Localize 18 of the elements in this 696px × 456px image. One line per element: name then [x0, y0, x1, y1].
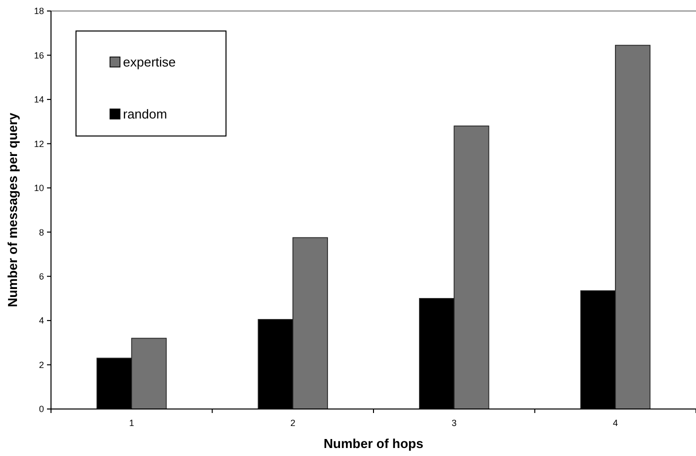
y-tick-label: 16 — [34, 50, 44, 60]
x-axis-title: Number of hops — [324, 436, 424, 451]
y-tick-label: 6 — [38, 271, 44, 282]
legend-label: random — [123, 106, 168, 122]
y-tick-label: 0 — [38, 404, 44, 414]
x-tick-label: 1 — [129, 418, 134, 428]
y-tick-label: 2 — [38, 360, 44, 370]
y-tick-label: 18 — [34, 6, 44, 16]
x-tick-label: 2 — [290, 418, 296, 428]
y-tick-label: 10 — [34, 183, 44, 194]
y-tick-label: 14 — [34, 94, 44, 105]
x-tick-label: 3 — [452, 418, 457, 428]
y-tick-label: 12 — [34, 138, 44, 149]
y-axis-title: Number of messages per query — [5, 112, 20, 308]
y-tick-label: 4 — [38, 316, 44, 326]
x-tick-label: 4 — [612, 418, 618, 428]
legend-label: expertise — [123, 54, 176, 70]
y-tick-label: 8 — [38, 227, 44, 238]
